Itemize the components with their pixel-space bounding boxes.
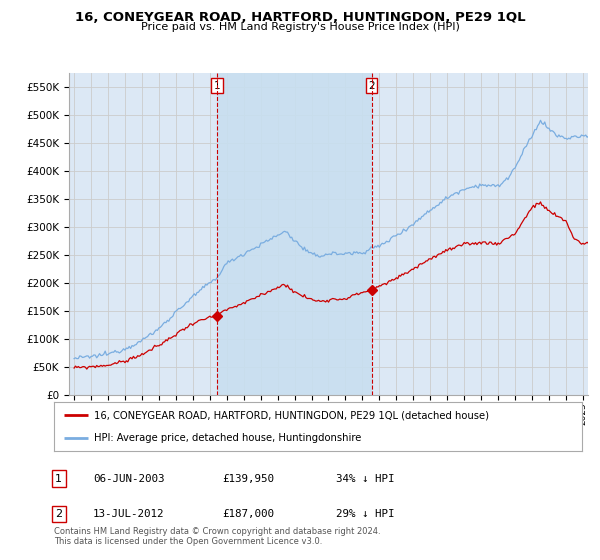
Bar (217, 73, 371, 395)
Text: 29% ↓ HPI: 29% ↓ HPI (336, 509, 395, 519)
Text: 16, CONEYGEAR ROAD, HARTFORD, HUNTINGDON, PE29 1QL: 16, CONEYGEAR ROAD, HARTFORD, HUNTINGDON… (74, 11, 526, 24)
Text: 1: 1 (55, 474, 62, 484)
Text: 1: 1 (214, 81, 221, 91)
Text: 13-JUL-2012: 13-JUL-2012 (93, 509, 164, 519)
Text: 16, CONEYGEAR ROAD, HARTFORD, HUNTINGDON, PE29 1QL (detached house): 16, CONEYGEAR ROAD, HARTFORD, HUNTINGDON… (94, 410, 488, 421)
Text: 2: 2 (368, 81, 375, 91)
Text: 06-JUN-2003: 06-JUN-2003 (93, 474, 164, 484)
Text: Price paid vs. HM Land Registry's House Price Index (HPI): Price paid vs. HM Land Registry's House … (140, 22, 460, 32)
Text: £139,950: £139,950 (222, 474, 274, 484)
Text: 2: 2 (55, 509, 62, 519)
Text: Contains HM Land Registry data © Crown copyright and database right 2024.
This d: Contains HM Land Registry data © Crown c… (54, 526, 380, 546)
Text: HPI: Average price, detached house, Huntingdonshire: HPI: Average price, detached house, Hunt… (94, 433, 361, 444)
Text: £187,000: £187,000 (222, 509, 274, 519)
Text: 34% ↓ HPI: 34% ↓ HPI (336, 474, 395, 484)
